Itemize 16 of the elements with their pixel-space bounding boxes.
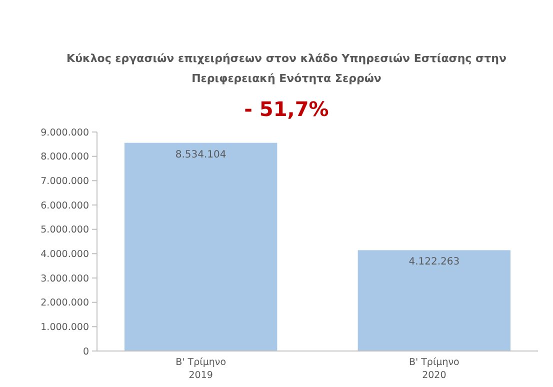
data-label: 4.122.263	[408, 256, 460, 268]
y-tick-label: 5.000.000	[40, 224, 89, 236]
y-tick-label: 4.000.000	[40, 248, 89, 260]
y-tick-label: 0	[82, 346, 89, 358]
x-tick-label: Β' Τρίμηνο 2020	[408, 357, 460, 381]
x-tick-label: Β' Τρίμηνο 2019	[176, 357, 226, 381]
y-tick-label: 6.000.000	[40, 200, 89, 212]
y-tick-label: 9.000.000	[40, 127, 89, 138]
chart-subtitle: - 51,7%	[244, 97, 329, 121]
y-tick-label: 7.000.000	[40, 176, 89, 187]
y-tick-label: 2.000.000	[40, 298, 89, 309]
y-tick-label: 1.000.000	[40, 322, 89, 333]
data-label: 8.534.104	[175, 149, 226, 160]
y-tick-label: 3.000.000	[40, 273, 89, 284]
y-tick-label: 8.000.000	[40, 152, 89, 163]
chart-title: Κύκλος εργασιών επιχειρήσεων στον κλάδο Υπηρεσιών Εστίασης στην Περιφερειακή Ενότητα Σερρών	[66, 52, 506, 85]
